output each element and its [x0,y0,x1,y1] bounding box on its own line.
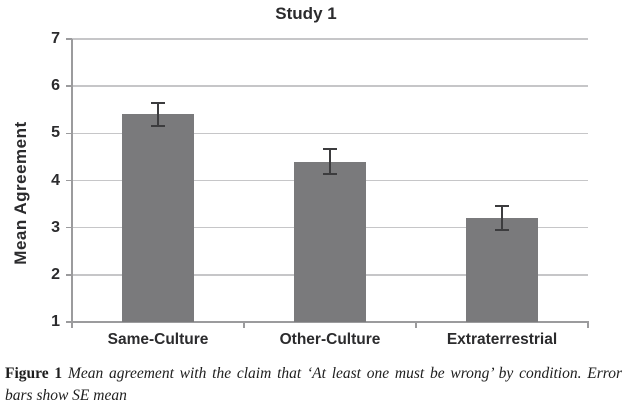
y-axis-tick-label: 1 [51,313,60,330]
gridline [72,38,588,40]
y-axis-tick-label: 7 [51,30,60,47]
figure-caption: Figure 1 Mean agreement with the claim t… [0,360,624,408]
error-bar-cap-top-other-culture [323,147,337,150]
gridline [72,132,588,135]
error-bar-extraterrestrial [501,206,503,231]
y-axis-tick [66,38,72,40]
x-axis-label-extraterrestrial: Extraterrestrial [446,331,558,348]
bar-same-culture [122,114,194,322]
y-axis-tick-label: 6 [51,77,60,95]
y-axis-tick [66,321,72,323]
chart-title: Study 1 [275,4,337,23]
y-axis-tick [66,132,72,135]
x-axis-line [71,321,589,323]
error-bar-other-culture [329,148,331,175]
bar-extraterrestrial [466,218,538,322]
figure-caption-text: Mean agreement with the claim that ‘At l… [5,365,623,405]
x-axis-tick [71,322,73,328]
bar-chart: Study 1 Mean Agreement 1 2 3 4 5 6 7 Same-Cultu… [11,4,589,348]
y-axis-tick [66,226,72,229]
y-axis-tick [66,85,72,87]
x-axis-tick [243,322,245,328]
x-axis-label-other-culture: Other-Culture [279,331,381,348]
error-bar-same-culture [157,102,159,127]
error-bar-cap-bottom-same-culture [151,125,165,128]
y-axis-line [71,39,73,323]
y-axis-tick-label: 2 [51,265,60,283]
figure-caption-label: Figure 1 [5,365,63,382]
gridline [72,85,588,87]
y-axis-tick-label: 4 [51,171,60,189]
error-bar-cap-bottom-extraterrestrial [495,229,509,232]
bar-other-culture [294,161,366,322]
error-bar-cap-top-extraterrestrial [495,205,509,208]
x-axis-label-same-culture: Same-Culture [107,331,209,348]
x-axis-tick [415,322,417,328]
error-bar-cap-bottom-other-culture [323,173,337,176]
error-bar-cap-top-same-culture [151,101,165,104]
y-axis-tick [66,179,72,182]
y-axis-tick-label: 5 [51,124,60,142]
y-axis-tick-label: 3 [51,218,60,236]
y-axis-tick [66,274,72,276]
x-axis-tick [587,322,589,328]
